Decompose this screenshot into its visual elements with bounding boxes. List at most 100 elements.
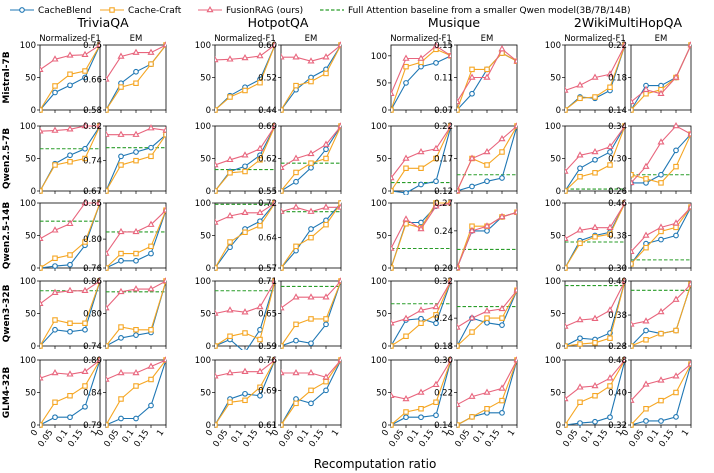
data-point-cacheblend	[323, 387, 329, 394]
y-tick-label: 0.64	[258, 234, 277, 244]
metric-title: EM	[481, 34, 494, 44]
panel: 0 50 100	[20, 122, 101, 197]
data-point-cachecraft	[227, 333, 233, 339]
data-point-cachecraft	[391, 265, 394, 271]
data-point-cachecraft	[565, 422, 568, 428]
y-tick-label: 100	[20, 122, 36, 132]
y-tick-label: 100	[545, 41, 561, 51]
panel: 0 50 100	[195, 41, 276, 116]
data-point-fusionrag	[40, 65, 44, 72]
y-tick-label: 50	[550, 310, 561, 320]
series-fusionrag	[106, 41, 166, 82]
data-point-fusionrag	[621, 199, 625, 206]
data-point-cacheblend	[118, 257, 124, 264]
data-point-fusionrag	[132, 48, 140, 55]
data-point-fusionrag	[432, 202, 440, 209]
y-tick-label: 0	[556, 264, 561, 274]
data-point-fusionrag	[606, 374, 614, 381]
data-point-fusionrag	[307, 368, 315, 376]
data-point-cachecraft	[308, 160, 314, 166]
data-point-cachecraft	[607, 231, 613, 237]
series-fusionrag	[106, 124, 166, 137]
data-point-fusionrag	[457, 400, 461, 407]
series-fusionrag	[106, 206, 166, 256]
data-point-cachecraft	[577, 341, 583, 347]
data-point-fusionrag	[657, 89, 665, 96]
x-tick-label: 0.15	[657, 428, 676, 449]
x-tick-label: 0.05	[387, 428, 406, 449]
series-fusionrag	[565, 356, 625, 402]
data-point-fusionrag	[457, 323, 461, 330]
data-point-fusionrag	[513, 122, 517, 129]
data-point-fusionrag	[565, 394, 569, 402]
data-point-cachecraft	[82, 239, 88, 245]
data-point-cacheblend	[418, 219, 424, 226]
data-point-cacheblend	[67, 328, 73, 335]
data-point-fusionrag	[402, 215, 410, 222]
data-point-cacheblend	[499, 175, 505, 181]
data-point-fusionrag	[513, 286, 517, 293]
data-point-fusionrag	[642, 85, 650, 92]
data-point-cachecraft	[607, 84, 613, 91]
data-point-fusionrag	[417, 54, 425, 61]
series-fusionrag	[457, 356, 517, 407]
data-point-cachecraft	[40, 422, 43, 428]
y-tick-label: 50	[200, 310, 211, 320]
data-point-cachecraft	[40, 265, 43, 271]
series-fusionrag	[40, 199, 100, 241]
series-cacheblend	[457, 123, 517, 194]
y-tick-label: 50	[25, 155, 36, 165]
data-point-cachecraft	[308, 387, 314, 394]
data-point-cachecraft	[67, 320, 73, 326]
x-tick-label: 1	[89, 428, 100, 438]
x-tick-label: 0.05	[36, 428, 55, 449]
y-tick-label: 100	[20, 41, 36, 51]
data-point-fusionrag	[162, 277, 166, 284]
data-point-fusionrag	[132, 368, 140, 376]
data-point-fusionrag	[565, 86, 569, 93]
data-point-fusionrag	[226, 55, 234, 62]
data-point-cachecraft	[133, 383, 139, 389]
series-cacheblend	[281, 42, 341, 113]
data-point-cachecraft	[643, 244, 649, 251]
data-point-cacheblend	[52, 326, 58, 333]
data-point-fusionrag	[281, 304, 285, 311]
data-point-fusionrag	[417, 388, 425, 395]
data-point-cachecraft	[148, 326, 154, 333]
data-point-cachecraft	[281, 343, 284, 349]
y-tick-label: 0.11	[434, 74, 453, 84]
y-tick-label: 0.22	[434, 389, 453, 399]
data-point-cacheblend	[577, 165, 583, 172]
series-cachecraft	[281, 357, 341, 428]
data-point-cachecraft	[418, 405, 424, 412]
data-point-fusionrag	[226, 211, 234, 219]
data-point-fusionrag	[457, 97, 461, 105]
data-point-cacheblend	[469, 183, 475, 190]
x-tick-label: 0.15	[241, 428, 260, 449]
data-point-cachecraft	[227, 239, 233, 245]
panel: 0 50 100	[545, 277, 626, 352]
y-tick-label: 100	[20, 277, 36, 287]
data-point-cachecraft	[148, 153, 154, 160]
y-tick-label: 50	[550, 74, 561, 84]
series-fusionrag	[40, 356, 100, 381]
data-point-fusionrag	[606, 70, 614, 77]
data-point-fusionrag	[672, 372, 680, 379]
legend-item-cachecraft: Cache-Craft	[100, 6, 182, 16]
y-tick-label: 100	[545, 277, 561, 287]
data-point-cachecraft	[565, 265, 568, 271]
data-point-cachecraft	[227, 399, 233, 405]
panel: 0.26 0.30 0.34	[608, 122, 692, 197]
data-point-cachecraft	[52, 162, 58, 168]
y-tick-label: 0.32	[608, 421, 627, 431]
data-point-cachecraft	[227, 94, 233, 100]
y-tick-label: 50	[25, 389, 36, 399]
y-tick-label: 100	[545, 122, 561, 132]
data-point-cacheblend	[673, 147, 679, 154]
data-point-cachecraft	[673, 389, 679, 396]
data-point-fusionrag	[81, 199, 89, 206]
data-point-cachecraft	[308, 316, 314, 322]
data-point-fusionrag	[606, 223, 614, 230]
series-cacheblend	[457, 50, 517, 113]
